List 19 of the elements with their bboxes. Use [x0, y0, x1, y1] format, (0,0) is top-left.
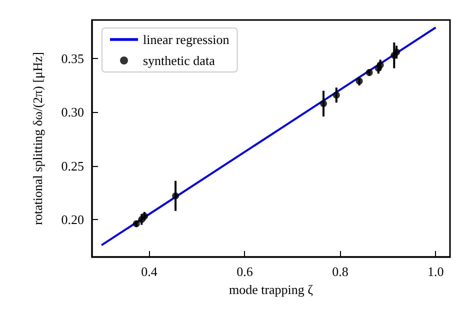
point	[356, 78, 363, 85]
x-axis-title: mode trapping ζ	[228, 282, 314, 297]
x-tick-label: 1.0	[428, 264, 444, 279]
x-tick-label: 0.6	[236, 264, 254, 279]
y-tick-label: 0.30	[61, 104, 84, 120]
point	[366, 69, 373, 76]
legend-label: synthetic data	[143, 53, 216, 68]
point	[172, 192, 180, 200]
y-tick-label: 0.25	[61, 158, 84, 174]
y-tick-label: 0.35	[61, 51, 84, 66]
x-tick-label: 0.8	[332, 264, 348, 279]
point	[320, 100, 328, 108]
y-axis-title: rotational splitting δω/(2π) [μHz]	[30, 52, 45, 225]
legend-label: linear regression	[143, 32, 230, 47]
point	[332, 92, 340, 99]
y-tick-label: 0.20	[61, 212, 84, 227]
point	[132, 220, 140, 228]
x-tick-label: 0.4	[141, 264, 158, 279]
point	[393, 48, 400, 56]
